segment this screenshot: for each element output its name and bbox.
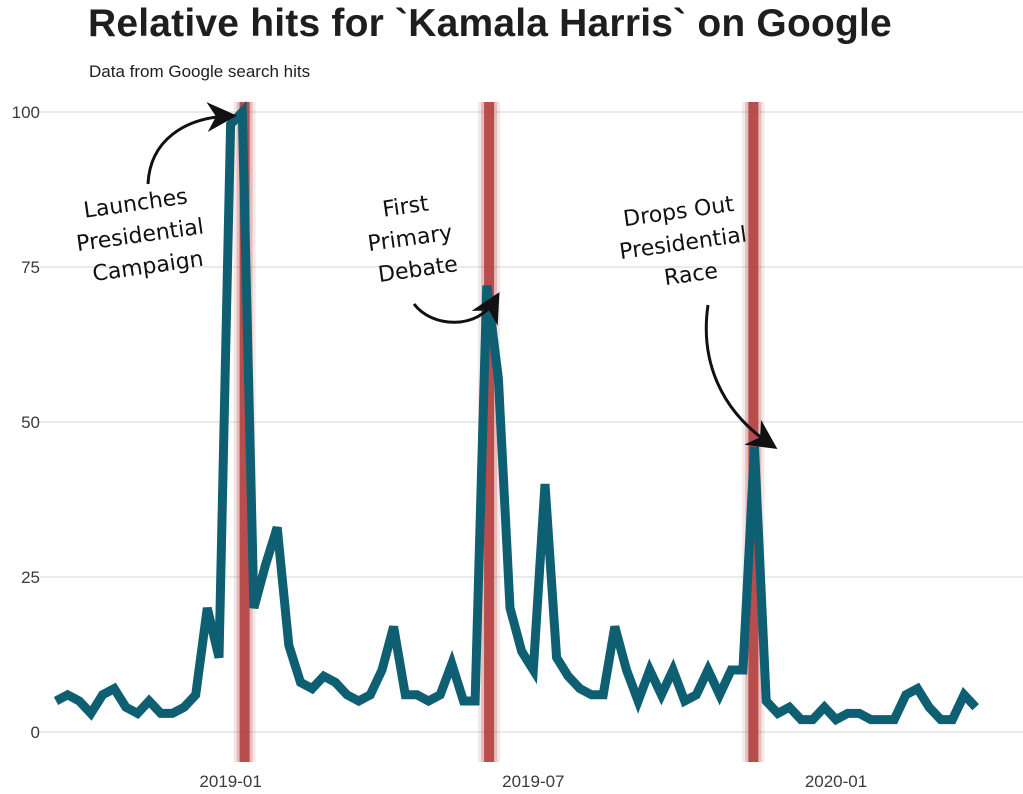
event-band-2 [478, 102, 501, 762]
annotation-launch: Launches Presidential Campaign [70, 102, 237, 289]
x-tick-label-2020-01: 2020-01 [805, 772, 867, 791]
x-tick-label-2019-07: 2019-07 [502, 772, 564, 791]
y-tick-label-100: 100 [12, 103, 40, 122]
gridlines [40, 111, 1023, 733]
x-tick-label-2019-01: 2019-01 [199, 772, 261, 791]
y-tick-label-50: 50 [21, 413, 40, 432]
axis-labels: 0 25 50 75 100 2019-01 2019-07 2020-01 [12, 103, 868, 791]
y-tick-label-0: 0 [31, 723, 40, 742]
svg-text:Launches Presidential: Launches Presidential Campaign [70, 182, 216, 289]
annotation-launch-arrow [146, 102, 237, 185]
series-line-kamala-harris [53, 100, 979, 726]
annotation-dropout-line-3: Race [663, 259, 720, 291]
svg-text:Drops Out Presidential: Drops Out Presidential Race [613, 190, 759, 297]
y-tick-label-75: 75 [21, 258, 40, 277]
y-tick-label-25: 25 [21, 568, 40, 587]
annotation-dropout-arrow [704, 304, 778, 450]
svg-text:First Primary Deba: First Primary Debate [362, 188, 466, 289]
annotation-debate-arrow [412, 292, 500, 326]
chart-subtitle: Data from Google search hits [89, 62, 311, 81]
annotation-debate-line-3: Debate [377, 252, 460, 288]
annotation-debate-line-2: Primary [366, 220, 454, 257]
chart-title: Relative hits for `Kamala Harris` on Goo… [88, 2, 892, 45]
annotation-debate-line-1: First [381, 191, 431, 222]
annotation-debate: First Primary Debate [362, 188, 500, 326]
